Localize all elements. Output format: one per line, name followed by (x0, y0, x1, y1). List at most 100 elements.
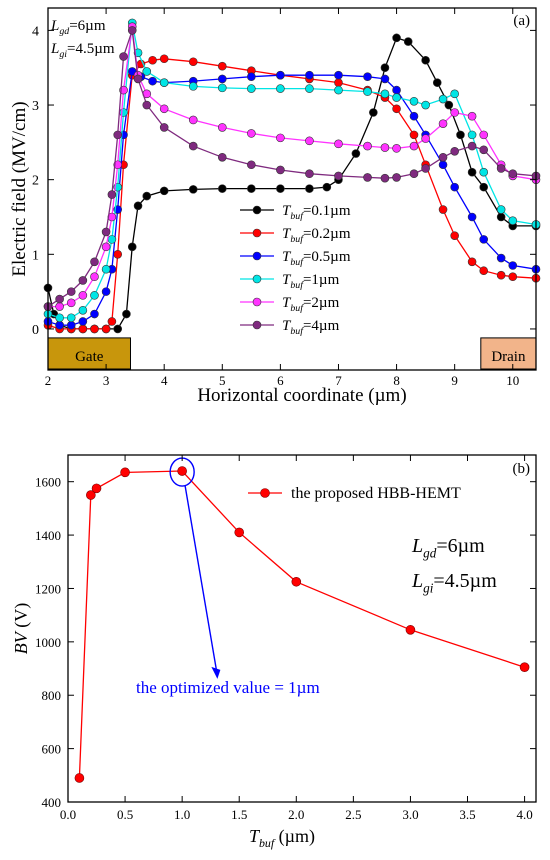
data-point (450, 147, 459, 156)
annotation-arrow (184, 485, 218, 670)
data-point (392, 144, 401, 153)
data-point (113, 324, 123, 334)
x-tick-label: 7 (335, 373, 342, 388)
data-point (276, 133, 285, 143)
chart-b: the optimized value = 1µm 0.0 0.5 1.0 1.5 2.0… (11, 454, 537, 850)
annotation-lgd-subscript: gd (423, 546, 437, 561)
data-point (276, 84, 285, 93)
data-point (247, 184, 256, 193)
annotation-lgi-text: =4.5µm (433, 570, 497, 592)
x-axis-label-symbol: T (249, 826, 261, 846)
legend-marker (252, 320, 262, 330)
data-point (90, 309, 99, 319)
data-point (159, 78, 169, 87)
data-point (305, 184, 314, 193)
x-tick-label: 5 (219, 373, 226, 388)
data-point (392, 173, 401, 182)
data-point (119, 108, 128, 117)
y-tick-label: 1000 (35, 635, 61, 650)
data-point (74, 773, 85, 783)
data-point (159, 104, 169, 114)
data-point (467, 167, 477, 177)
x-axis-label: Horizontal coordinate (µm) (197, 385, 406, 406)
data-point (438, 119, 448, 128)
data-point (450, 89, 459, 99)
x-axis-label-subscript: buf (259, 836, 276, 850)
data-point (142, 100, 152, 110)
data-point (467, 111, 477, 121)
data-point (86, 490, 96, 500)
data-point (101, 324, 111, 334)
y-tick-label: 1 (32, 248, 39, 263)
data-point (392, 33, 401, 43)
x-tick-label: 1.5 (231, 807, 247, 822)
data-point (188, 82, 198, 91)
data-point (334, 70, 343, 80)
data-point (78, 324, 88, 334)
data-point (409, 111, 419, 121)
x-axis-label-text: (µm) (274, 826, 315, 847)
data-point (188, 115, 198, 125)
x-tick-label: 2.5 (345, 807, 361, 822)
data-point (496, 212, 506, 222)
data-point (467, 212, 477, 222)
legend-label: Tbuf=1µm (282, 272, 340, 291)
data-point (409, 130, 419, 140)
data-point (90, 291, 99, 300)
data-point (127, 242, 137, 252)
legend-label-text: =0.2µm (303, 226, 351, 242)
x-tick-label: 0.5 (117, 807, 133, 822)
data-point (234, 527, 245, 538)
annotation-lgd: Lgd=6µm (50, 18, 106, 37)
annotation-lgi-subscript: gi (423, 581, 434, 596)
data-point (392, 104, 401, 114)
legend-label: Tbuf=4µm (282, 318, 340, 337)
data-point (90, 324, 99, 334)
legend-label-symbol: T (282, 295, 292, 311)
data-point (142, 191, 152, 201)
data-point (334, 85, 343, 95)
plot-frame (47, 7, 537, 371)
data-point (380, 89, 390, 99)
data-point (409, 169, 419, 178)
data-point (421, 100, 430, 110)
data-point (217, 152, 227, 162)
data-point (467, 141, 477, 151)
x-tick-label: 4 (161, 373, 168, 388)
data-point (101, 227, 111, 237)
data-point (432, 78, 442, 87)
x-tick-label: 3.0 (402, 807, 418, 822)
x-tick-label: 8 (393, 373, 400, 388)
data-point (496, 205, 506, 214)
legend-label-symbol: T (282, 272, 292, 288)
data-point (78, 317, 88, 326)
region-label: Gate (75, 349, 104, 365)
data-point (467, 257, 477, 267)
data-point (479, 145, 489, 155)
legend-label-subscript: buf (290, 326, 304, 337)
legend-label-symbol: T (282, 249, 292, 265)
data-point (142, 67, 152, 76)
region-label: Drain (491, 349, 526, 365)
y-tick-label: 0 (32, 323, 39, 338)
data-point (159, 54, 169, 64)
y-tick-label: 400 (42, 795, 62, 810)
data-point (66, 298, 76, 308)
annotation-lgd-text: =6µm (69, 18, 106, 34)
data-point (450, 231, 459, 240)
data-point (519, 662, 530, 673)
data-point (305, 169, 314, 178)
data-point (91, 483, 102, 494)
x-tick-label: 3.5 (459, 807, 475, 822)
x-tick-label: 2 (45, 373, 52, 388)
data-point (450, 108, 459, 117)
data-point (188, 57, 198, 67)
legend-label-subscript: buf (290, 211, 304, 222)
annotation-lgd: Lgd=6µm (411, 535, 485, 561)
legend-label-subscript: buf (290, 303, 304, 314)
data-point (334, 139, 343, 149)
data-point (276, 165, 285, 175)
data-point (363, 87, 372, 96)
data-point (508, 216, 518, 226)
data-point (508, 261, 518, 270)
